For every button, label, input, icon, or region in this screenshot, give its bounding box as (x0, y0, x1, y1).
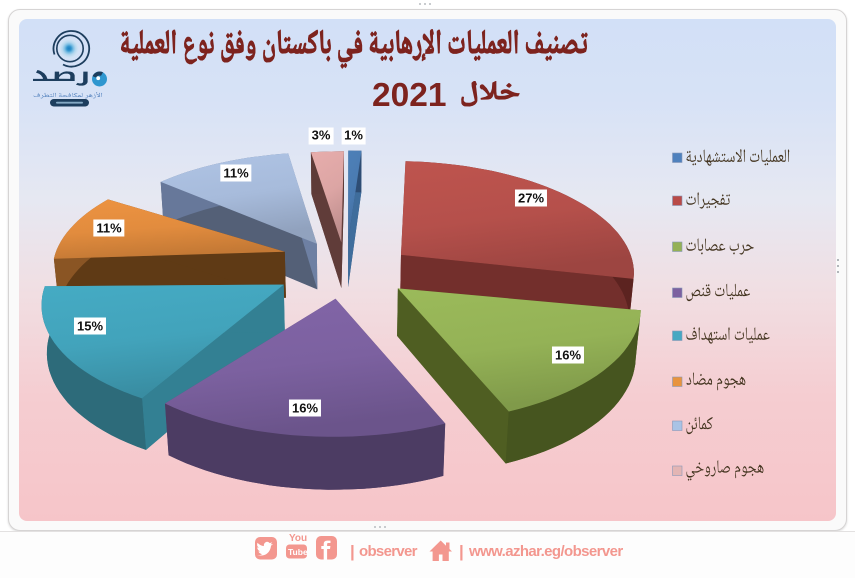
svg-text:You: You (289, 533, 307, 544)
svg-text:Tube: Tube (288, 547, 308, 557)
